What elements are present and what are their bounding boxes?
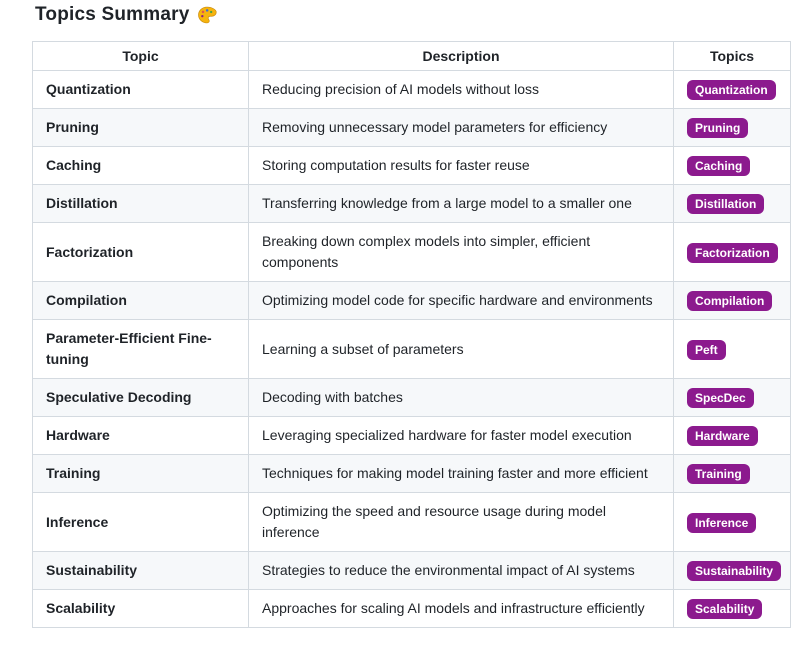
topics-table-header: Topic Description Topics bbox=[32, 41, 791, 71]
topic-cell: Inference bbox=[32, 492, 249, 552]
topic-badge[interactable]: Distillation bbox=[687, 194, 765, 214]
tags-cell: Quantization bbox=[673, 70, 791, 109]
table-row: Distillation Transferring knowledge from… bbox=[32, 184, 791, 223]
tags-cell: Training bbox=[673, 454, 791, 493]
header-description: Description bbox=[248, 41, 674, 71]
topic-cell: Parameter-Efficient Fine-tuning bbox=[32, 319, 249, 379]
description-cell: Strategies to reduce the environmental i… bbox=[248, 551, 674, 590]
description-cell: Approaches for scaling AI models and inf… bbox=[248, 589, 674, 628]
topic-cell: Sustainability bbox=[32, 551, 249, 590]
table-row: Hardware Leveraging specialized hardware… bbox=[32, 416, 791, 455]
table-row: Speculative Decoding Decoding with batch… bbox=[32, 378, 791, 417]
topics-table: Topic Description Topics Quantization Re… bbox=[32, 41, 791, 628]
topic-badge[interactable]: SpecDec bbox=[687, 388, 754, 408]
topic-cell: Distillation bbox=[32, 184, 249, 223]
tags-cell: Compilation bbox=[673, 281, 791, 320]
tags-cell: Distillation bbox=[673, 184, 791, 223]
topic-badge[interactable]: Scalability bbox=[687, 599, 763, 619]
tags-cell: Caching bbox=[673, 146, 791, 185]
topic-cell: Pruning bbox=[32, 108, 249, 147]
tags-cell: Sustainability bbox=[673, 551, 791, 590]
header-row: Topic Description Topics bbox=[32, 41, 791, 71]
description-cell: Transferring knowledge from a large mode… bbox=[248, 184, 674, 223]
table-row: Caching Storing computation results for … bbox=[32, 146, 791, 185]
topic-badge[interactable]: Caching bbox=[687, 156, 751, 176]
tags-cell: SpecDec bbox=[673, 378, 791, 417]
page: Topics Summary Topic Description Topics bbox=[32, 4, 791, 628]
table-row: Inference Optimizing the speed and resou… bbox=[32, 492, 791, 552]
topic-badge[interactable]: Sustainability bbox=[687, 561, 782, 581]
table-row: Pruning Removing unnecessary model param… bbox=[32, 108, 791, 147]
table-row: Compilation Optimizing model code for sp… bbox=[32, 281, 791, 320]
palette-icon bbox=[197, 5, 217, 25]
description-cell: Removing unnecessary model parameters fo… bbox=[248, 108, 674, 147]
topic-badge[interactable]: Hardware bbox=[687, 426, 758, 446]
tags-cell: Factorization bbox=[673, 222, 791, 282]
page-title-text: Topics Summary bbox=[35, 4, 190, 25]
table-row: Factorization Breaking down complex mode… bbox=[32, 222, 791, 282]
topic-cell: Compilation bbox=[32, 281, 249, 320]
description-cell: Storing computation results for faster r… bbox=[248, 146, 674, 185]
tags-cell: Pruning bbox=[673, 108, 791, 147]
table-row: Training Techniques for making model tra… bbox=[32, 454, 791, 493]
description-cell: Optimizing the speed and resource usage … bbox=[248, 492, 674, 552]
header-topics: Topics bbox=[673, 41, 791, 71]
page-title: Topics Summary bbox=[35, 4, 790, 26]
topic-cell: Factorization bbox=[32, 222, 249, 282]
tags-cell: Peft bbox=[673, 319, 791, 379]
topic-badge[interactable]: Quantization bbox=[687, 80, 776, 100]
description-cell: Learning a subset of parameters bbox=[248, 319, 674, 379]
description-cell: Reducing precision of AI models without … bbox=[248, 70, 674, 109]
description-cell: Decoding with batches bbox=[248, 378, 674, 417]
topic-cell: Training bbox=[32, 454, 249, 493]
topic-cell: Quantization bbox=[32, 70, 249, 109]
topic-badge[interactable]: Pruning bbox=[687, 118, 749, 138]
topic-cell: Hardware bbox=[32, 416, 249, 455]
tags-cell: Hardware bbox=[673, 416, 791, 455]
topic-cell: Speculative Decoding bbox=[32, 378, 249, 417]
topic-badge[interactable]: Compilation bbox=[687, 291, 773, 311]
description-cell: Breaking down complex models into simple… bbox=[248, 222, 674, 282]
tags-cell: Scalability bbox=[673, 589, 791, 628]
table-row: Quantization Reducing precision of AI mo… bbox=[32, 70, 791, 109]
table-row: Scalability Approaches for scaling AI mo… bbox=[32, 589, 791, 628]
table-row: Parameter-Efficient Fine-tuning Learning… bbox=[32, 319, 791, 379]
topic-cell: Caching bbox=[32, 146, 249, 185]
tags-cell: Inference bbox=[673, 492, 791, 552]
description-cell: Optimizing model code for specific hardw… bbox=[248, 281, 674, 320]
topic-badge[interactable]: Peft bbox=[687, 339, 726, 360]
topic-badge[interactable]: Training bbox=[687, 464, 750, 484]
table-row: Sustainability Strategies to reduce the … bbox=[32, 551, 791, 590]
description-cell: Techniques for making model training fas… bbox=[248, 454, 674, 493]
topic-badge[interactable]: Factorization bbox=[687, 242, 778, 263]
topic-badge[interactable]: Inference bbox=[687, 512, 757, 533]
header-topic: Topic bbox=[32, 41, 249, 71]
topics-table-body: Quantization Reducing precision of AI mo… bbox=[32, 70, 791, 628]
description-cell: Leveraging specialized hardware for fast… bbox=[248, 416, 674, 455]
topic-cell: Scalability bbox=[32, 589, 249, 628]
